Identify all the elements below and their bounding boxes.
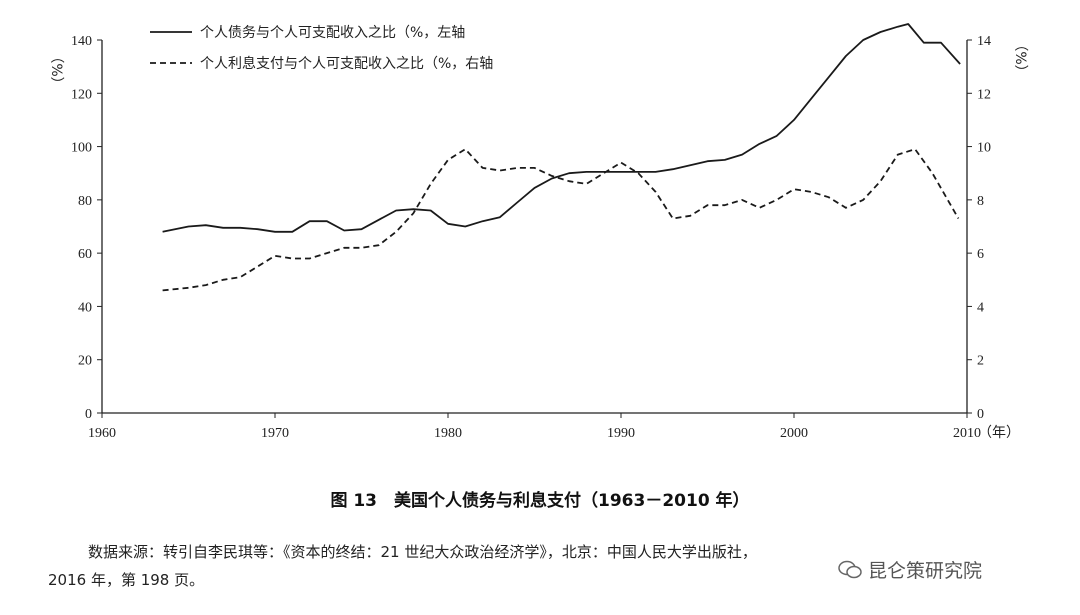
y-left-tick-label: 20 xyxy=(78,354,92,369)
watermark-text: 昆仑策研究院 xyxy=(868,560,983,582)
series-line-personal-debt xyxy=(162,23,961,233)
x-tick-label: 1970 xyxy=(261,426,289,441)
y-right-tick-label: 10 xyxy=(977,141,991,156)
y-right-tick-label: 12 xyxy=(977,87,991,102)
y-right-unit-label: （%） xyxy=(1012,37,1028,78)
axes xyxy=(101,40,968,414)
source-line-1: 数据来源：转引自李民琪等：《资本的终结：21 世纪大众政治经济学》，北京：中国人… xyxy=(88,543,757,561)
legend-label: 个人债务与个人可支配收入之比（%，左轴 xyxy=(200,25,465,41)
x-tick-label: 2000 xyxy=(780,426,808,441)
y-left-tick-label: 60 xyxy=(78,247,92,262)
series-group xyxy=(162,23,961,292)
x-tick-label: 1990 xyxy=(607,426,635,441)
axis-units: （%） （%） （年） xyxy=(48,37,1028,441)
y-right-tick-label: 4 xyxy=(977,300,984,315)
y-right-tick-label: 2 xyxy=(977,354,984,369)
x-tick-label: 1960 xyxy=(88,426,116,441)
legend-label: 个人利息支付与个人可支配收入之比（%，右轴 xyxy=(200,55,493,72)
wechat-icon xyxy=(838,560,862,578)
y-right-tick-label: 6 xyxy=(977,247,984,262)
y-left-tick-label: 80 xyxy=(78,194,92,209)
y-left-tick-label: 140 xyxy=(71,34,92,49)
y-left-tick-label: 40 xyxy=(78,300,92,315)
y-left-tick-label: 100 xyxy=(71,141,92,156)
figure-caption: 图 13 美国个人债务与利息支付（1963－2010 年） xyxy=(330,491,750,511)
source-line-2: 2016 年，第 198 页。 xyxy=(48,571,205,589)
y-right-tick-label: 0 xyxy=(977,407,984,422)
data-source-note: 数据来源：转引自李民琪等：《资本的终结：21 世纪大众政治经济学》，北京：中国人… xyxy=(48,538,1048,594)
y-right-tick-label: 14 xyxy=(977,34,991,49)
ticks: 1960 1970 1980 1990 2000 20100204060801001201… xyxy=(71,34,991,441)
y-left-unit-label: （%） xyxy=(48,49,64,90)
x-tick-label: 2010 xyxy=(953,426,981,441)
y-left-tick-label: 0 xyxy=(85,407,92,422)
x-unit-label: （年） xyxy=(978,425,1020,441)
x-tick-label: 1980 xyxy=(434,426,462,441)
y-right-tick-label: 8 xyxy=(977,194,984,209)
chart: 1960 1970 1980 1990 2000 20100204060801001201… xyxy=(48,23,1028,441)
y-left-tick-label: 120 xyxy=(71,87,92,102)
watermark: 昆仑策研究院 xyxy=(838,556,982,583)
series-line-interest-payment xyxy=(162,148,960,292)
